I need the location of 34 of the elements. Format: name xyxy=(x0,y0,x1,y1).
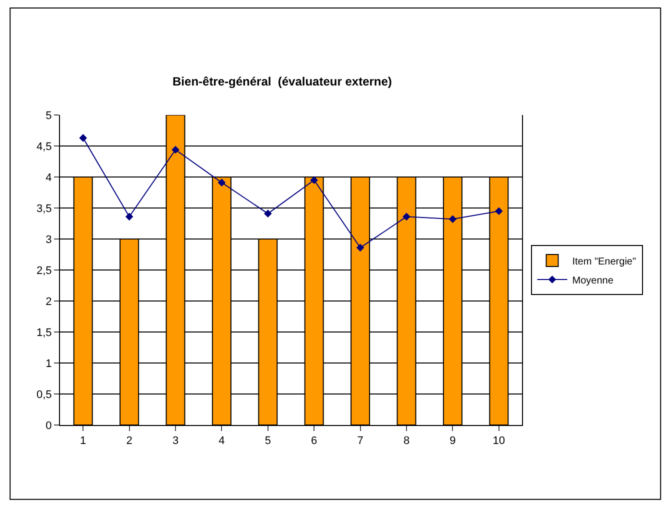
point xyxy=(125,212,134,221)
chart-title: Bien-être-général (évaluateur externe) xyxy=(172,74,392,89)
point xyxy=(264,210,272,218)
y-tick-label: 4 xyxy=(46,172,52,184)
point xyxy=(218,178,226,186)
legend-label: Item "Energie" xyxy=(572,256,636,268)
legend-label: Moyenne xyxy=(572,275,614,286)
x-tick-label: 7 xyxy=(357,435,364,448)
point xyxy=(448,215,457,224)
y-tick-label: 1,5 xyxy=(36,326,52,339)
point xyxy=(495,207,503,215)
x-tick-label: 5 xyxy=(264,435,271,448)
x-tick-label: 9 xyxy=(450,435,456,448)
point xyxy=(356,244,364,252)
y-tick-label: 2 xyxy=(46,296,52,308)
y-tick-label: 5 xyxy=(46,110,52,122)
y-tick-label: 3 xyxy=(46,234,52,246)
y-tick-label: 0,5 xyxy=(36,388,52,401)
x-tick-label: 4 xyxy=(218,435,225,448)
x-tick-label: 10 xyxy=(492,435,506,448)
y-tick-label: 2,5 xyxy=(36,264,52,277)
y-tick-label: 1 xyxy=(46,358,52,370)
x-tick-label: 8 xyxy=(403,435,410,448)
point xyxy=(79,134,87,142)
y-tick-label: 0 xyxy=(46,420,52,432)
x-tick-label: 2 xyxy=(126,435,132,448)
point xyxy=(172,146,180,154)
x-tick-label: 3 xyxy=(172,435,179,448)
y-tick-label: 3,5 xyxy=(36,202,52,215)
point xyxy=(402,212,410,221)
x-tick-label: 6 xyxy=(311,435,318,448)
point xyxy=(310,176,318,184)
x-tick-label: 1 xyxy=(80,435,86,448)
y-tick-label: 4,5 xyxy=(36,140,52,153)
